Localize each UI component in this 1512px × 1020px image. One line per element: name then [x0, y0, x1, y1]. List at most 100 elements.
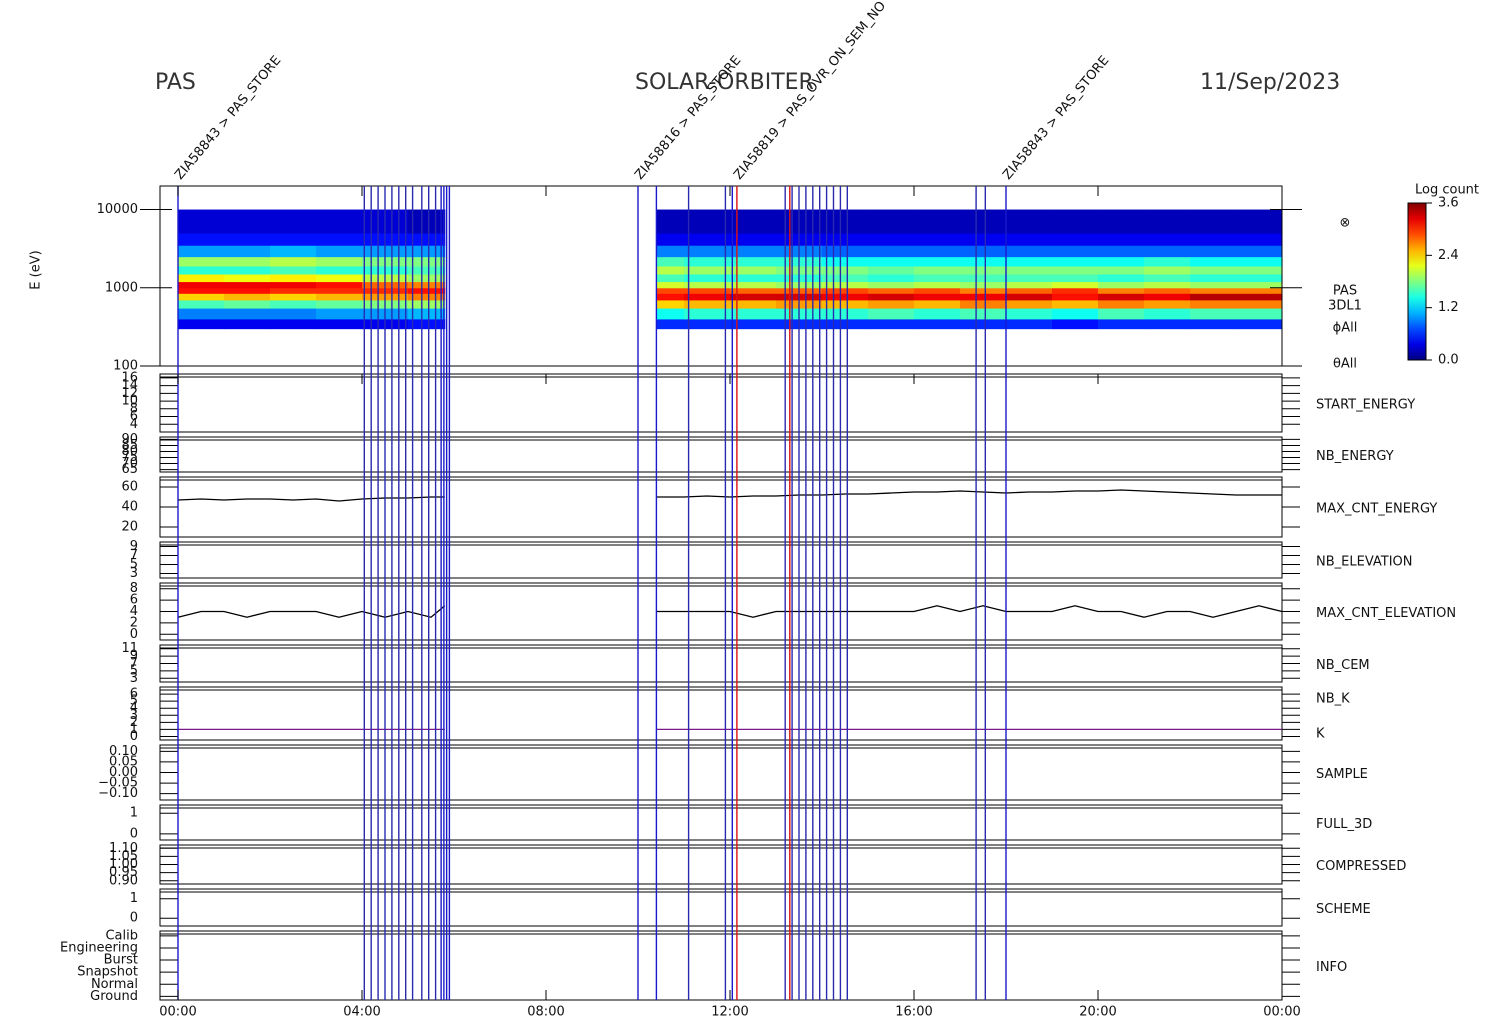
panel-label: SAMPLE [1316, 767, 1368, 782]
spectrogram-cell [822, 318, 869, 330]
y-tick-label: Burst [104, 953, 138, 968]
spectrogram-cell [1236, 209, 1283, 234]
panel-label: COMPRESSED [1316, 859, 1406, 874]
spectrogram-cell [178, 308, 225, 320]
spectrogram-cell [1190, 256, 1237, 267]
spectrogram-cell [316, 256, 363, 267]
y-tick-label: 0 [130, 911, 138, 926]
spectrogram-cell [224, 299, 271, 309]
spectrogram-cell [656, 287, 685, 294]
spectrogram-cell [730, 318, 777, 330]
event-annotation: ZIA58843 > PAS_STORE [1000, 53, 1112, 183]
spectrogram-cell [684, 209, 731, 234]
spectrogram-cell [316, 299, 363, 309]
spectrogram-cell [868, 299, 915, 309]
x-tick-label: 00:00 [1263, 1005, 1300, 1020]
spectrogram-cell [868, 273, 915, 283]
spectrogram-cell [1098, 318, 1145, 330]
spectrogram-cell [1098, 287, 1145, 294]
spectrogram-cell [316, 318, 363, 330]
spectrogram-cell [684, 265, 731, 275]
spectrogram-cell [1052, 318, 1099, 330]
spectrogram-cell [1052, 273, 1099, 283]
spectrogram-cell [868, 293, 915, 301]
spectrogram-cell [1006, 287, 1053, 294]
y-tick-label: 90 [121, 432, 138, 447]
y-tick-label: 6 [130, 687, 138, 702]
spectrogram-cell [1052, 308, 1099, 320]
panel-label: NB_ELEVATION [1316, 555, 1413, 570]
spectrogram-cell [1236, 308, 1283, 320]
spectrogram-cell [868, 308, 915, 320]
spectrogram-cell [656, 318, 685, 330]
spectrogram-cell [224, 233, 271, 246]
y-tick-label: 1 [130, 722, 138, 737]
y-tick-label: 6 [130, 409, 138, 424]
spectrogram-cell [1144, 308, 1191, 320]
spectrogram-cell [1052, 233, 1099, 246]
spectrogram-cell [1236, 273, 1283, 283]
y-tick-label: 2 [130, 715, 138, 730]
panel-frame [159, 804, 1283, 841]
spectrogram-cell [730, 273, 777, 283]
y-tick-label: 65 [121, 462, 138, 477]
spectrogram-cell [960, 233, 1007, 246]
spectrogram-cell [1190, 318, 1237, 330]
spectrogram-cell [822, 233, 869, 246]
spectrogram-cell [1190, 293, 1237, 301]
spectrogram-cell [914, 293, 961, 301]
spectrogram-cell [868, 318, 915, 330]
spectrogram-cell [914, 245, 961, 258]
spectrogram-cell [316, 265, 363, 275]
spectrogram-cell [914, 265, 961, 275]
spectrogram-cell [224, 265, 271, 275]
spectrogram-cell [960, 299, 1007, 309]
spectrogram-cell [656, 256, 685, 267]
spectrogram-cell [1190, 281, 1237, 289]
spectrogram-cell [178, 233, 225, 246]
spectrogram-cell [1006, 281, 1053, 289]
panel-frame [159, 644, 1283, 683]
spectrogram-cell [1236, 256, 1283, 267]
panel-label: NB_K [1316, 692, 1350, 707]
spectrogram-cell [868, 287, 915, 294]
panel-label: NB_ENERGY [1316, 449, 1394, 464]
spectrogram-cell [178, 318, 225, 330]
y-tick-label: 10 [121, 394, 138, 409]
spectrogram-cell [1144, 265, 1191, 275]
panel-label: START_ENERGY [1316, 398, 1415, 413]
spectrogram-cell [1144, 293, 1191, 301]
y-tick-label: 85 [121, 438, 138, 453]
spectrogram-cell [1144, 299, 1191, 309]
spectrogram-side-label: PAS [1333, 284, 1357, 299]
spectrogram-cell [408, 256, 446, 267]
spectrogram-cell [224, 287, 271, 294]
spectrogram-cell [914, 256, 961, 267]
spectrogram-cell [1098, 293, 1145, 301]
spectrogram-cell [914, 318, 961, 330]
spectrogram-cell [960, 209, 1007, 234]
spectrogram-cell [960, 256, 1007, 267]
trace [656, 605, 1283, 618]
header-right: 11/Sep/2023 [1200, 70, 1340, 95]
spectrogram-cell [684, 308, 731, 320]
y-tick-label: 100 [113, 359, 138, 374]
spectrogram-cell [684, 273, 731, 283]
spectrogram-cell [1236, 293, 1283, 301]
spectrogram-cell [316, 293, 363, 301]
spectrogram-cell [1006, 233, 1053, 246]
spectrogram-cell [684, 233, 731, 246]
colorbar-tick-label: 3.6 [1438, 196, 1459, 211]
spectrogram-cell [1006, 293, 1053, 301]
spectrogram-cell [178, 245, 225, 258]
y-tick-label: 0.05 [109, 754, 138, 769]
spectrogram-cell [730, 233, 777, 246]
spectrogram-cell [1006, 318, 1053, 330]
spectrogram-cell [684, 245, 731, 258]
panel-label: NB_CEM [1316, 658, 1370, 673]
spectrogram-cell [868, 281, 915, 289]
spectrogram-cell [224, 209, 271, 234]
spectrogram-cell [868, 233, 915, 246]
spectrogram-cell [270, 318, 317, 330]
spectrogram-cell [684, 299, 731, 309]
